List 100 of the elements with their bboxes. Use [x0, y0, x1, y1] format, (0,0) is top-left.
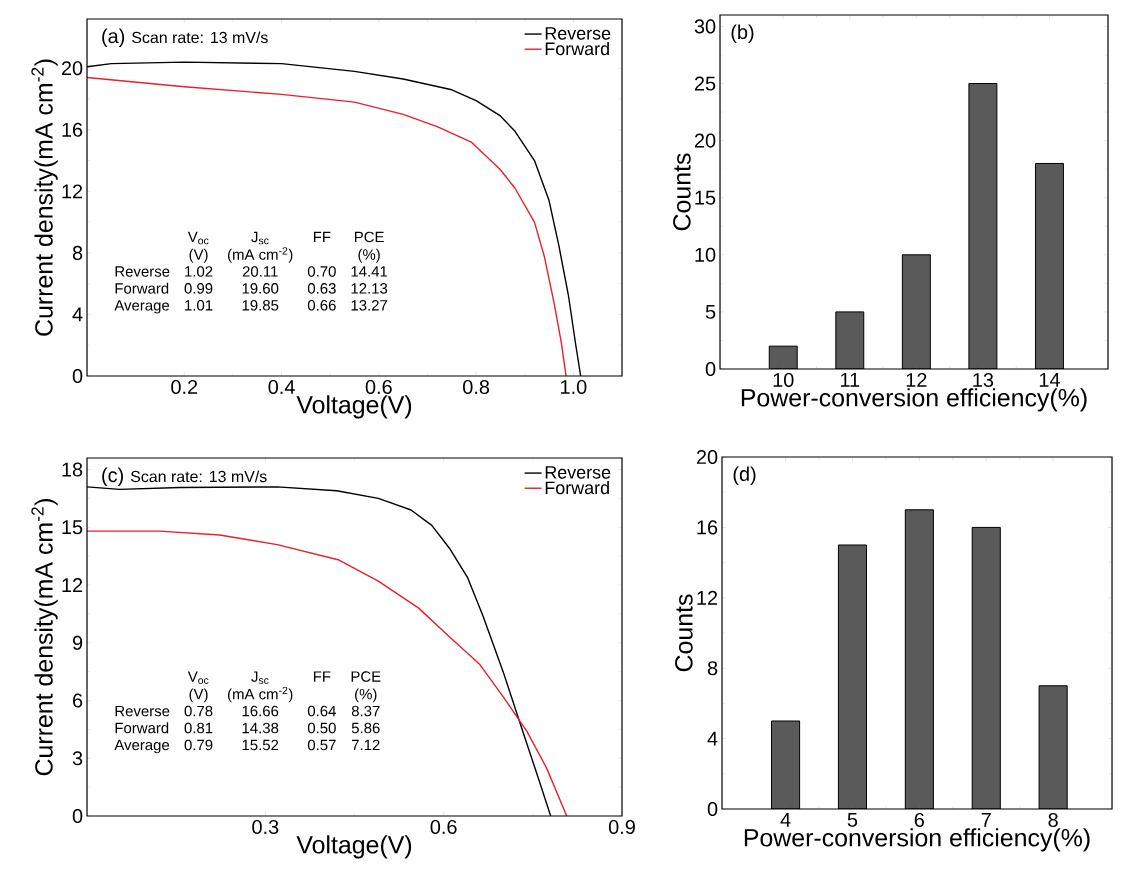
annotation: J$_{sc}$ [251, 671, 269, 684]
line-series [87, 530, 568, 817]
annotation: 8.37 [351, 705, 380, 717]
y-tick-label: 15 [62, 520, 83, 535]
annotation: (c) [102, 467, 123, 487]
x-tick-label: 0.3 [252, 819, 279, 835]
annotation: 0.78 [184, 705, 213, 717]
x-tick-label: 6 [914, 812, 925, 828]
annotation: V$_{oc}$ [187, 231, 209, 245]
annotation: (%) [355, 688, 377, 703]
y-tick-label: 0 [707, 801, 718, 817]
y-tick-label: 9 [72, 635, 83, 650]
annotation: 5.86 [351, 722, 380, 734]
annotation: (mA cm$^{-2}$) [228, 247, 293, 263]
x-tick-label: 0.6 [430, 819, 457, 835]
x-tick-label: 7 [981, 812, 991, 827]
annotation: 0.64 [307, 705, 336, 717]
annotation: 19.60 [242, 283, 279, 294]
y-tick-label: 8 [707, 661, 718, 676]
x-tick-label: 11 [840, 372, 860, 387]
y-axis-title: Counts [673, 153, 691, 231]
x-tick-label: 14 [1039, 372, 1060, 387]
y-tick-label: 12 [62, 184, 83, 199]
y-tick-label: 20 [61, 61, 83, 76]
y-axis-title: Counts [675, 594, 693, 672]
x-axis-title: Voltage(V) [296, 835, 412, 859]
annotation: (V) [189, 248, 208, 263]
y-tick-label: 30 [694, 19, 716, 34]
annotation: FF [313, 671, 331, 682]
y-tick-label: 10 [695, 247, 716, 262]
y-tick-label: 3 [72, 751, 83, 766]
annotation: 15.52 [242, 739, 279, 751]
y-tick-label: 25 [694, 76, 716, 91]
annotation: PCE [351, 671, 381, 682]
annotation: 0.70 [307, 266, 336, 277]
x-tick-label: 13 [973, 372, 994, 388]
x-tick-label: 12 [906, 372, 927, 387]
y-tick-label: 15 [695, 190, 716, 205]
annotation: 0.66 [307, 300, 336, 311]
annotation: (b) [731, 24, 754, 44]
x-axis-title: Voltage(V) [296, 395, 412, 419]
annotation: 0.99 [184, 283, 213, 294]
annotation: (V) [189, 688, 208, 703]
x-tick-label: 5 [847, 812, 858, 827]
y-axis-title: Current density(mA cm$^{-2}$) [31, 59, 58, 336]
y-tick-label: 12 [697, 590, 718, 605]
y-tick-label: 20 [696, 449, 718, 465]
annotation: Average [114, 300, 170, 314]
annotation: 14.38 [242, 722, 279, 734]
annotation: 14.41 [351, 266, 388, 277]
annotation: (d) [733, 466, 756, 485]
annotation: (a) [102, 28, 125, 48]
y-tick-label: 18 [62, 462, 83, 477]
annotation: Reverse [115, 705, 170, 717]
annotation: 20.11 [242, 266, 278, 277]
annotation: 1.02 [185, 266, 213, 277]
annotation: V$_{oc}$ [187, 671, 209, 684]
x-tick-label: 1.0 [561, 379, 587, 395]
annotation: 0.63 [307, 283, 336, 294]
x-tick-label: 0.9 [608, 819, 635, 835]
legend-label: Forward [545, 480, 609, 495]
y-tick-label: 0 [72, 368, 83, 384]
annotation: 16.66 [242, 705, 279, 717]
y-tick-label: 4 [707, 731, 718, 746]
x-tick-label: 8 [1048, 812, 1058, 828]
annotation: Reverse [115, 266, 170, 277]
annotation: 0.81 [184, 722, 213, 734]
annotation: J$_{sc}$ [251, 231, 269, 245]
annotation: 19.85 [242, 300, 279, 311]
y-tick-label: 16 [62, 122, 83, 137]
annotation: 0.79 [184, 739, 213, 751]
annotation: Forward [115, 282, 169, 294]
x-tick-label: 4 [780, 812, 791, 827]
x-axis-title: Power-conversion efficiency(%) [744, 828, 1090, 852]
annotation: 12.13 [351, 283, 388, 294]
annotation: PCE [354, 231, 384, 243]
y-tick-label: 4 [72, 307, 83, 322]
y-tick-label: 0 [705, 361, 716, 377]
x-tick-label: 0.4 [268, 379, 295, 395]
annotation: Average [114, 739, 170, 754]
y-tick-label: 0 [72, 808, 83, 824]
legend-label: Reverse [545, 27, 611, 40]
x-tick-label: 0.2 [171, 379, 198, 395]
annotation: 0.50 [307, 722, 336, 734]
annotation: 0.57 [307, 739, 336, 751]
annotation: (%) [358, 248, 380, 263]
x-tick-label: 0.6 [365, 379, 392, 395]
legend-label: Forward [545, 41, 609, 56]
y-tick-label: 20 [694, 133, 716, 148]
bar [901, 254, 931, 369]
annotation: Scan rate: 13 mV/s [132, 31, 268, 44]
annotation: 7.12 [352, 739, 380, 751]
y-tick-label: 16 [697, 520, 718, 535]
x-tick-label: 0.8 [463, 379, 490, 395]
y-tick-label: 12 [62, 578, 83, 592]
y-tick-label: 5 [705, 304, 716, 319]
bar [968, 83, 998, 369]
legend-label: Reverse [545, 466, 611, 479]
x-tick-label: 10 [773, 372, 794, 388]
annotation: Scan rate: 13 mV/s [130, 470, 267, 483]
